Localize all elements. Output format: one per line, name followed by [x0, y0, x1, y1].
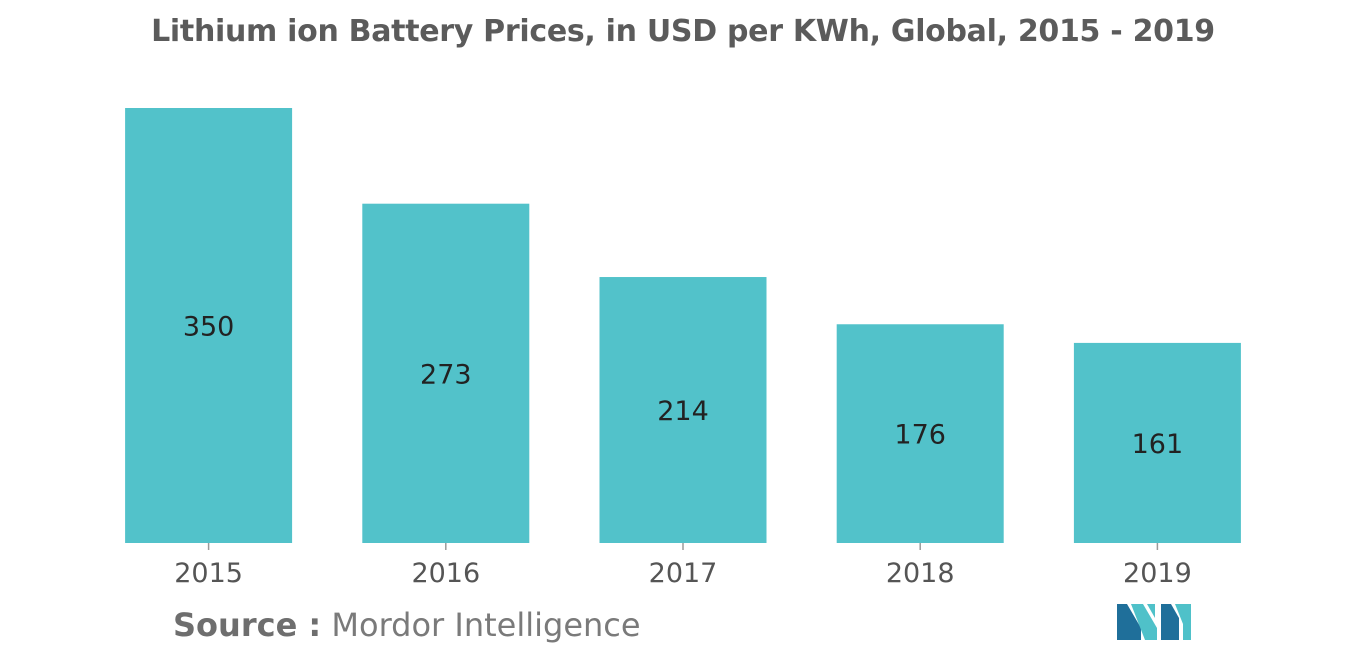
- data-label-2018: 176: [894, 420, 946, 451]
- x-tick-label-2018: 2018: [886, 558, 955, 589]
- bar-2019: [1073, 342, 1241, 543]
- bars-layer: 350 273 214 176 161: [125, 108, 1241, 543]
- data-label-2016: 273: [420, 359, 472, 390]
- bar-2018: [836, 324, 1004, 543]
- mordor-intelligence-logo-icon: [1117, 604, 1191, 640]
- source-note: Source : Mordor Intelligence: [173, 606, 641, 644]
- source-label: Source :: [173, 606, 322, 644]
- bar-2016: [362, 203, 530, 543]
- x-tick-label-2016: 2016: [411, 558, 480, 589]
- bar-2015: [125, 108, 293, 543]
- chart-title: Lithium ion Battery Prices, in USD per K…: [151, 14, 1215, 49]
- source-name: Mordor Intelligence: [331, 606, 641, 644]
- x-tick-label-2017: 2017: [649, 558, 718, 589]
- x-tick-label-2019: 2019: [1123, 558, 1192, 589]
- x-axis: 2015 2016 2017 2018 2019: [174, 543, 1192, 589]
- x-tick-label-2015: 2015: [174, 558, 243, 589]
- data-label-2017: 214: [657, 396, 709, 427]
- data-label-2019: 161: [1132, 429, 1184, 460]
- data-label-2015: 350: [183, 312, 235, 343]
- bar-2017: [599, 277, 767, 543]
